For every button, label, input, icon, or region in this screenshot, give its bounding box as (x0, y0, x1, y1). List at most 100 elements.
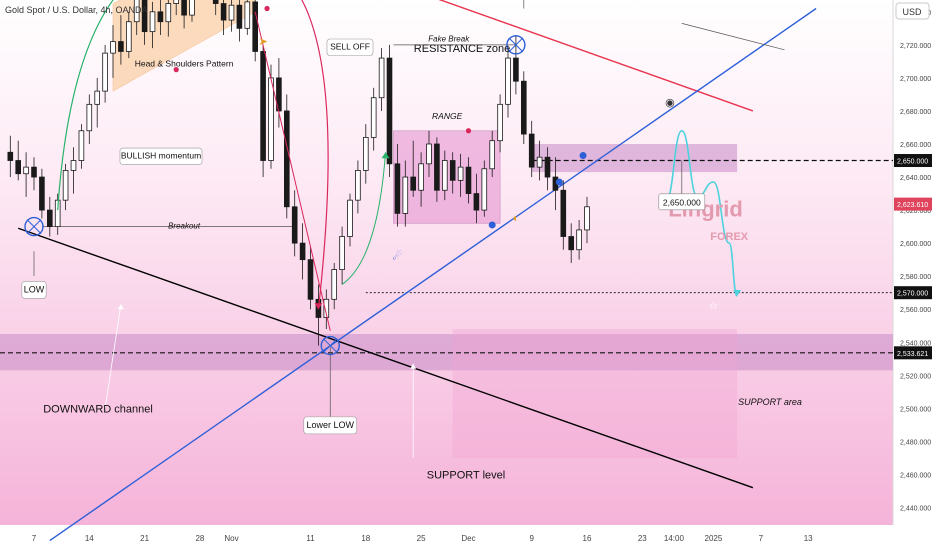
annotation-label: Lower LOW (306, 420, 354, 430)
candle (410, 140, 416, 197)
candle-body (576, 229, 582, 251)
candle-body (426, 143, 432, 165)
rocket-icon: ☄ (392, 250, 402, 263)
candle-body (62, 170, 69, 201)
candle (236, 0, 243, 42)
candle-body (394, 163, 401, 214)
trendlines-layer (17, 0, 817, 542)
candle (355, 160, 361, 214)
candle (299, 223, 306, 280)
candle (481, 160, 488, 217)
candle (283, 94, 290, 219)
annotation-box (21, 281, 47, 299)
candle-body (355, 170, 361, 201)
candle-body (418, 163, 424, 191)
time-tick-label: 18 (361, 534, 370, 543)
annotation-label: RANGE (432, 111, 463, 121)
candle (31, 157, 37, 191)
candle (473, 173, 480, 224)
candle-body (528, 133, 535, 168)
time-tick-label: 16 (583, 534, 592, 543)
price-tick-label: 2,680.000 (900, 109, 931, 116)
zone-support (0, 334, 893, 371)
price-tick-label: 2,700.000 (900, 76, 931, 83)
candle-body (299, 242, 306, 261)
candle-body (441, 160, 448, 191)
candle (505, 48, 511, 118)
price-tick-label: 2,600.000 (900, 241, 931, 248)
upward-trendline-connector (681, 23, 785, 51)
price-tick-label: 2,720.000 (900, 43, 931, 50)
candle-body (370, 97, 377, 138)
candle-body (86, 103, 93, 132)
sell-off-connector (254, 11, 331, 331)
candle-body (457, 166, 464, 181)
candle (102, 44, 108, 103)
candle (252, 0, 259, 62)
annotation-label: BULLISH momentum (121, 151, 201, 161)
time-tick-label: 14:00 (664, 534, 685, 543)
time-tick-label: 13 (804, 534, 813, 543)
candle-body (126, 21, 132, 52)
candle (228, 0, 235, 32)
candle-body (157, 11, 164, 23)
swing-point-cross (322, 338, 338, 353)
price-tick-label: 2,480.000 (900, 439, 931, 446)
candle-body (165, 3, 172, 23)
candle (78, 124, 85, 169)
price-level-tag-label: 2,570.000 (897, 291, 928, 298)
candle-body (521, 80, 527, 135)
trendline-touch-dot (579, 152, 587, 160)
currency-button-bg[interactable] (895, 2, 930, 20)
candle (86, 94, 93, 144)
price-tick-label: 2,520.000 (900, 373, 931, 380)
candle (54, 193, 61, 235)
current-price-tag-label: 2,623.610 (897, 202, 928, 209)
candle-body (236, 4, 243, 29)
candle (521, 71, 527, 144)
candle (126, 11, 132, 59)
price-levels-layer (0, 159, 893, 354)
annotation-label: SUPPORT area (738, 397, 802, 407)
candle (181, 0, 187, 29)
candle (307, 246, 314, 310)
recovery-arc (341, 152, 387, 285)
price-tick-label: 2,460.000 (900, 472, 931, 479)
price-level-tag (894, 346, 932, 360)
currency-label[interactable]: USD (902, 7, 922, 17)
watermark-subtext: FOREX (710, 231, 749, 243)
price-tick-label: 2,580.000 (900, 274, 931, 281)
candle (528, 120, 535, 178)
candle-body (149, 11, 156, 33)
candle-body (489, 140, 495, 170)
annotation-box (326, 38, 374, 56)
candle-body (497, 103, 503, 142)
time-tick-label: 21 (140, 534, 149, 543)
price-tick-label: 2,620.000 (900, 208, 931, 215)
candle (568, 223, 574, 263)
candle-body (268, 77, 274, 161)
swing-point-cross (508, 37, 524, 53)
pattern-pivot-dot (173, 67, 179, 73)
candle (23, 152, 29, 197)
price-level-tag (894, 154, 932, 168)
sell-off-arc (301, 0, 329, 310)
swing-point-circle (24, 216, 44, 237)
candle (173, 0, 180, 16)
time-tick-label: Nov (224, 534, 238, 543)
time-tick-label: 11 (306, 534, 315, 543)
zones-layer (0, 143, 893, 458)
candle (323, 289, 330, 330)
candle (149, 1, 156, 49)
trendline-channel_low (17, 227, 754, 489)
time-axis: 7 14 21 28 Nov 11 18 25 Dec 9 16 23 14:00 2025 7 13 (32, 534, 813, 543)
snail-icon: ◐ (513, 213, 520, 225)
candle-body (536, 156, 543, 168)
price-tick-label: 2,540.000 (900, 340, 931, 347)
candle-body (362, 136, 369, 171)
trendline-upward (49, 7, 817, 542)
candle (212, 0, 219, 16)
candle (133, 0, 140, 35)
